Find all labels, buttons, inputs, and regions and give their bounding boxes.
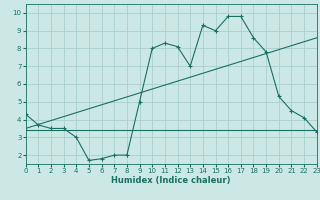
X-axis label: Humidex (Indice chaleur): Humidex (Indice chaleur): [111, 176, 231, 185]
